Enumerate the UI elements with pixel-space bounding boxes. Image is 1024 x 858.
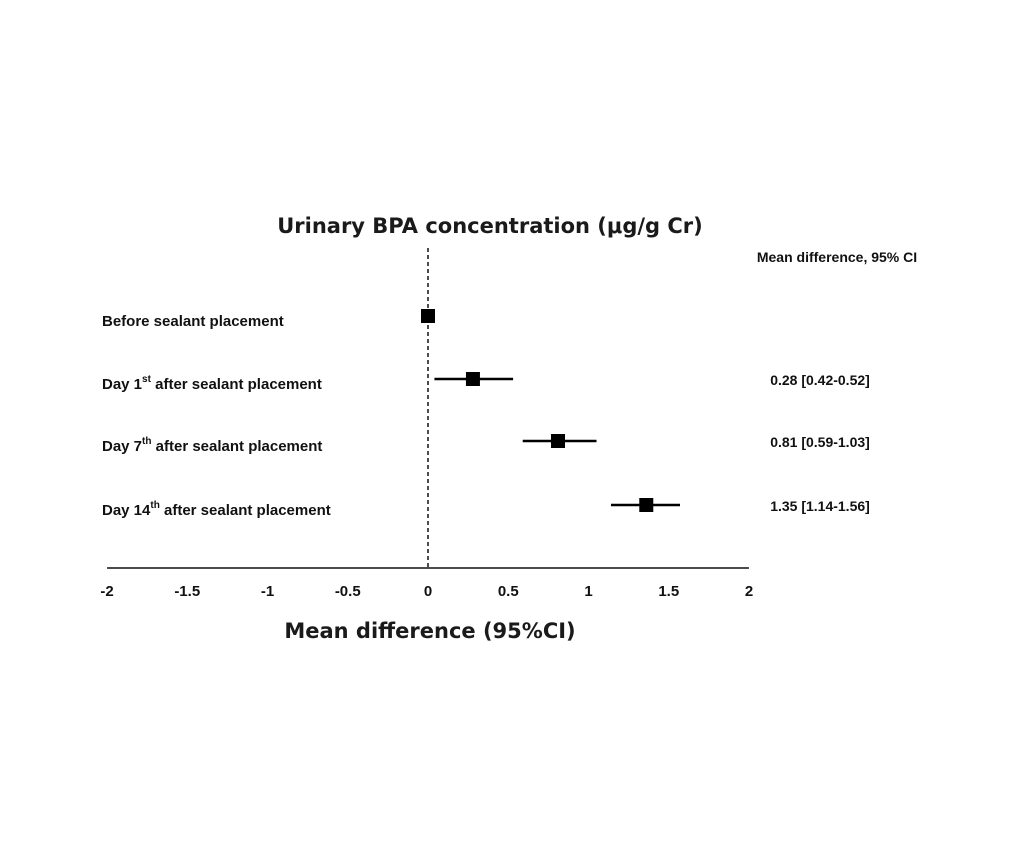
- estimate-text: 0.81 [0.59-1.03]: [770, 434, 870, 450]
- x-tick-label: -1: [261, 583, 274, 600]
- row-label-rest: after sealant placement: [151, 376, 322, 393]
- row-label: Day 1st after sealant placement: [102, 374, 322, 393]
- x-tick-label: 0: [424, 583, 432, 600]
- row-label-main: Day 7: [102, 438, 142, 455]
- row-label: Day 7th after sealant placement: [102, 436, 322, 455]
- x-tick-label: 1.5: [658, 583, 679, 600]
- row-label-main: Day 1: [102, 376, 142, 393]
- row-label-rest: after sealant placement: [151, 438, 322, 455]
- x-tick-label: -2: [100, 583, 113, 600]
- estimate-text: 0.28 [0.42-0.52]: [770, 372, 870, 388]
- row-label-superscript: st: [142, 374, 152, 385]
- row-label-superscript: th: [150, 500, 159, 511]
- estimate-marker: [639, 498, 654, 512]
- x-tick-label: -0.5: [335, 583, 361, 600]
- x-tick-label: 2: [745, 583, 753, 600]
- x-tick-label: 1: [584, 583, 592, 600]
- row-label: Before sealant placement: [102, 313, 284, 330]
- x-axis-label: Mean difference (95%CI): [284, 619, 575, 643]
- estimate-marker: [421, 309, 435, 323]
- row-label-superscript: th: [142, 436, 151, 447]
- estimate-marker: [551, 434, 566, 448]
- estimate-text: 1.35 [1.14-1.56]: [770, 498, 870, 514]
- row-label: Day 14th after sealant placement: [102, 500, 331, 519]
- x-tick-label: 0.5: [498, 583, 519, 600]
- estimate-marker: [465, 372, 480, 386]
- right-column-header: Mean difference, 95% CI: [757, 249, 917, 265]
- row-label-main: Before sealant placement: [102, 313, 284, 330]
- chart-title: Urinary BPA concentration (μg/g Cr): [277, 214, 703, 238]
- row-label-main: Day 14: [102, 502, 151, 519]
- row-label-rest: after sealant placement: [160, 502, 331, 519]
- x-tick-label: -1.5: [174, 583, 200, 600]
